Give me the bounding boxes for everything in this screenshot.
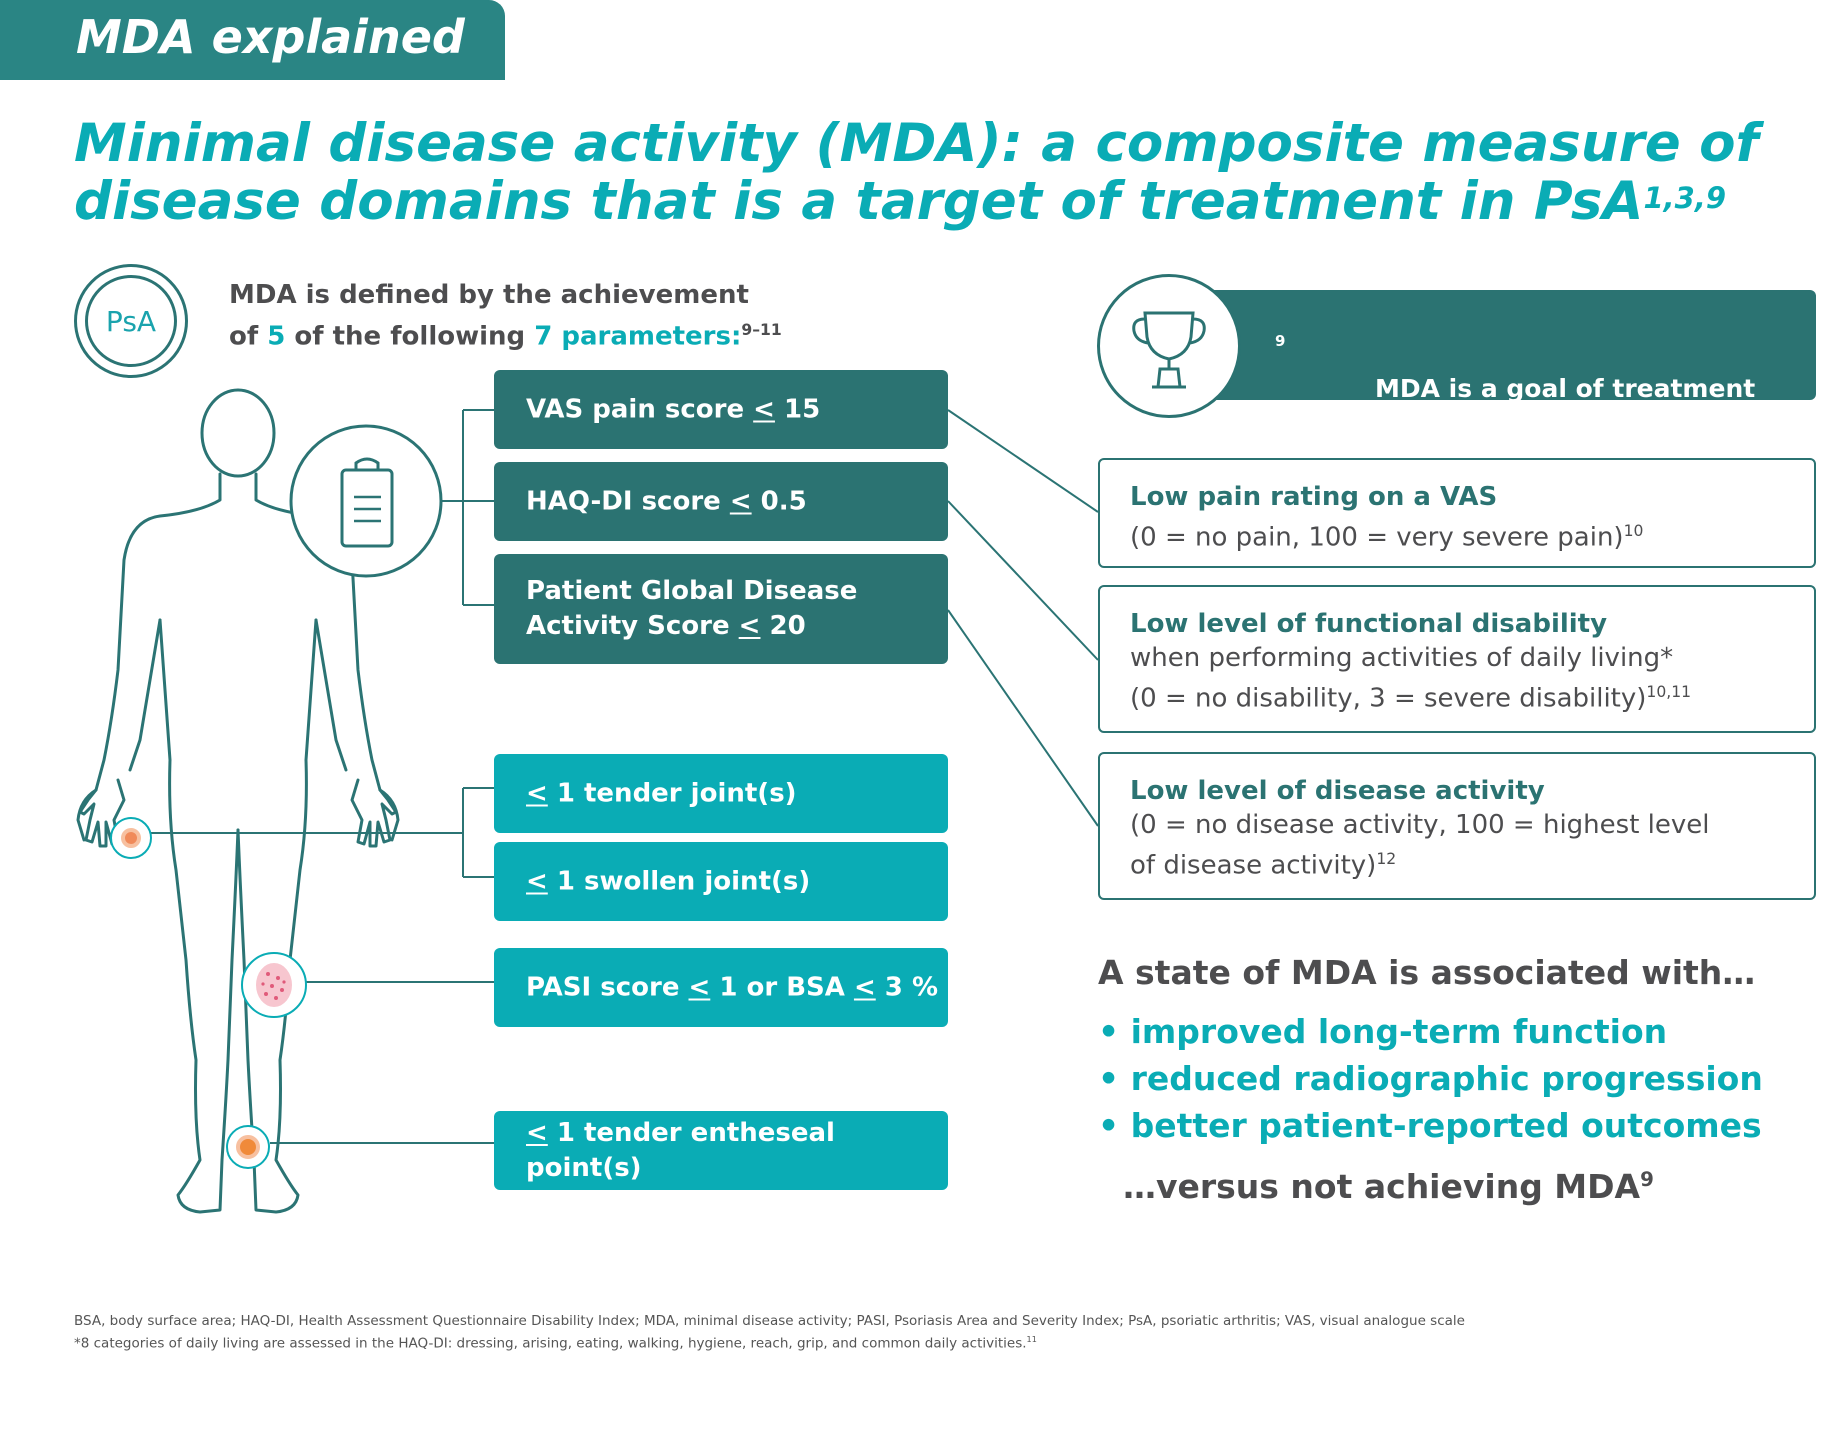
param-vas-pain: VAS pain score < 15 [494, 370, 948, 449]
association-bullet: • better patient-reported outcomes [1098, 1106, 1762, 1145]
header-tab: MDA explained [0, 0, 505, 80]
desc-pain-heading: Low pain rating on a VAS [1130, 482, 1498, 512]
goal-banner: MDA is a goal of treatment 9 [1175, 290, 1816, 403]
psa-icon: PsA [74, 264, 188, 378]
clipboard-icon [289, 424, 443, 578]
page-title-text: Minimal disease activity (MDA): a compos… [74, 113, 1759, 232]
intro-text: MDA is defined by the achievement of 5 o… [229, 278, 782, 355]
desc-disability-heading: Low level of functional disability [1130, 609, 1608, 639]
footnote-haq-categories: *8 categories of daily living are assess… [74, 1334, 1037, 1352]
param-patient-global: Patient Global Disease Activity Score < 2… [494, 554, 948, 664]
desc-activity: Low level of disease activity (0 = no di… [1098, 752, 1816, 900]
hand-joint-marker [110, 817, 152, 859]
trophy-icon [1097, 274, 1241, 418]
desc-pain-body: (0 = no pain, 100 = very severe pain)10 [1130, 522, 1644, 553]
association-bullet: • reduced radiographic progression [1098, 1059, 1763, 1098]
param-pasi-bsa: PASI score < 1 or BSA < 3 % [494, 948, 948, 1027]
page-title-ref: 1,3,9 [1643, 181, 1727, 215]
desc-activity-body: (0 = no disease activity, 100 = highest … [1130, 810, 1710, 881]
connector-lines [148, 409, 1099, 1144]
skin-lesion-marker [241, 952, 307, 1018]
footnote-abbreviations: BSA, body surface area; HAQ-DI, Health A… [74, 1313, 1465, 1329]
param-entheseal: < 1 tender entheseal point(s) [494, 1111, 948, 1190]
page-title: Minimal disease activity (MDA): a compos… [74, 115, 1774, 231]
header-tab-label: MDA explained [76, 10, 465, 64]
param-swollen-joints: < 1 swollen joint(s) [494, 842, 948, 921]
desc-disability-body: when performing activities of daily livi… [1130, 643, 1692, 714]
goal-banner-text: MDA is a goal of treatment 9 [1275, 332, 1756, 403]
desc-activity-heading: Low level of disease activity [1130, 776, 1545, 806]
desc-pain: Low pain rating on a VAS (0 = no pain, 1… [1098, 458, 1816, 568]
psa-icon-label: PsA [105, 304, 157, 338]
body-figure [76, 388, 400, 1214]
param-haq-di: HAQ-DI score < 0.5 [494, 462, 948, 541]
versus-text: …versus not achieving MDA9 [1123, 1167, 1654, 1206]
association-bullet: • improved long-term function [1098, 1012, 1668, 1051]
intro-num-7: 7 [534, 321, 553, 352]
intro-line1: MDA is defined by the achievement [229, 280, 749, 310]
desc-disability: Low level of functional disability when … [1098, 585, 1816, 733]
association-heading: A state of MDA is associated with… [1098, 953, 1756, 992]
intro-num-5: 5 [267, 321, 286, 352]
param-tender-joints: < 1 tender joint(s) [494, 754, 948, 833]
enthesis-marker [226, 1125, 270, 1169]
intro-line2: of 5 of the following 7 parameters:9–11 [229, 321, 782, 352]
